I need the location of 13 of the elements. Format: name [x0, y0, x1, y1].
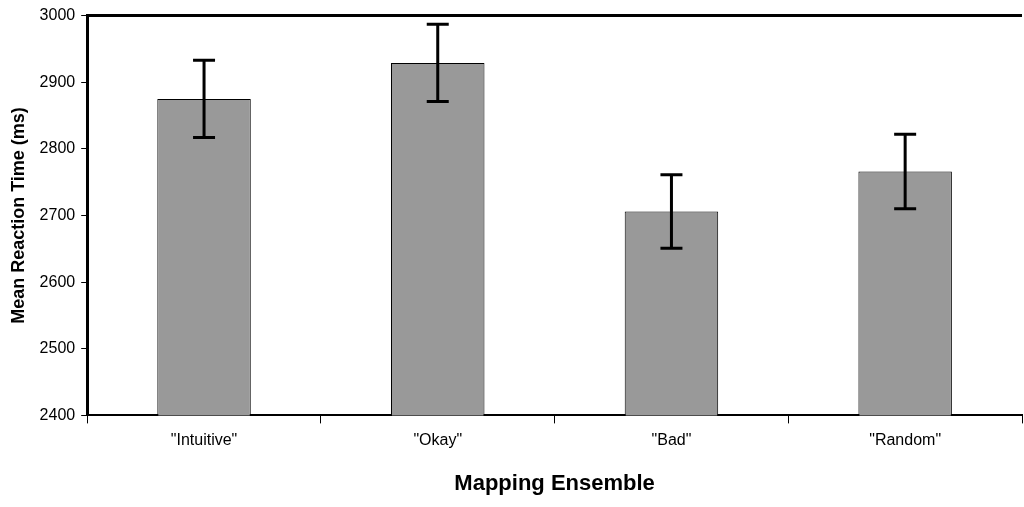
x-tick-label: "Okay": [413, 431, 463, 449]
y-tick-label: 2700: [39, 205, 76, 223]
y-tick-label: 2500: [39, 339, 76, 357]
x-tick-label: "Bad": [651, 431, 692, 449]
y-axis-title: Mean Reaction Time (ms): [7, 107, 28, 324]
y-tick-label: 2600: [39, 272, 76, 290]
x-tick-label: "Intuitive": [170, 431, 238, 449]
y-tick-label: 2400: [39, 405, 76, 423]
y-tick-label: 3000: [39, 6, 76, 24]
y-tick-label: 2900: [39, 72, 76, 90]
y-tick-label: 2800: [39, 139, 76, 157]
x-tick-label: "Random": [869, 431, 942, 449]
x-axis-title: Mapping Ensemble: [454, 469, 655, 495]
